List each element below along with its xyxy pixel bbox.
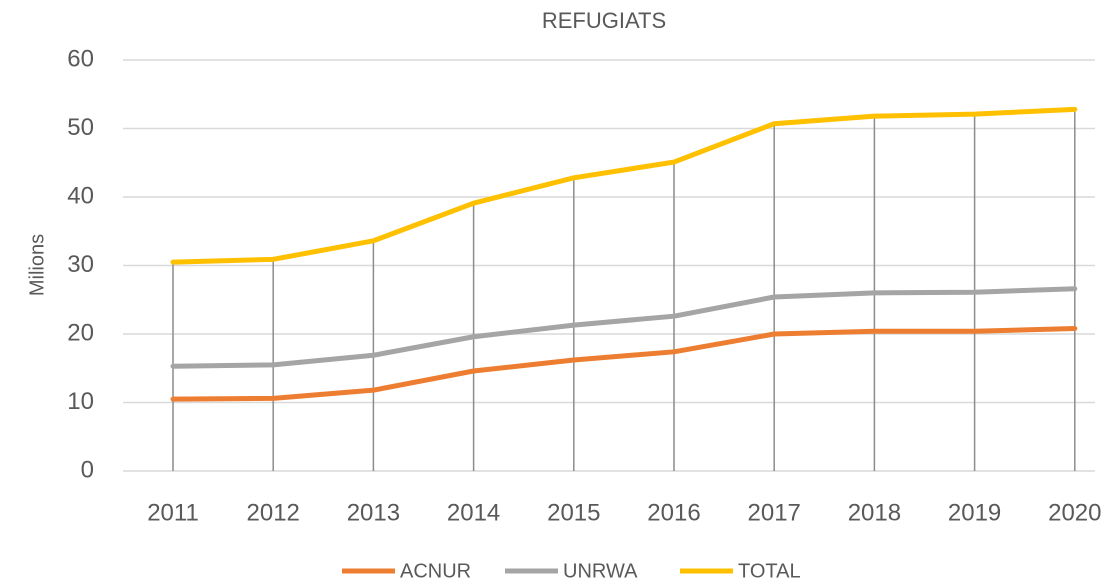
- legend-label: ACNUR: [400, 560, 471, 582]
- y-tick-label: 40: [67, 182, 94, 209]
- x-tick-label: 2012: [247, 499, 300, 526]
- series-line: [170, 326, 1078, 402]
- series-line: [170, 106, 1078, 265]
- y-tick-label: 10: [67, 388, 94, 415]
- y-axis-label: Milions: [26, 234, 48, 296]
- y-tick-label: 60: [67, 45, 94, 72]
- x-tick-label: 2016: [647, 499, 700, 526]
- x-tick-label: 2014: [447, 499, 500, 526]
- x-tick-label: 2020: [1048, 499, 1101, 526]
- x-tick-label: 2015: [547, 499, 600, 526]
- legend-label: UNRWA: [563, 560, 638, 582]
- x-tick-label: 2018: [848, 499, 901, 526]
- chart-title: REFUGIATS: [542, 8, 666, 33]
- legend-label: TOTAL: [738, 560, 801, 582]
- x-tick-label: 2011: [147, 499, 199, 526]
- y-tick-label: 20: [67, 319, 94, 346]
- y-tick-label: 50: [67, 114, 94, 141]
- x-tick-label: 2013: [347, 499, 400, 526]
- x-tick-label: 2017: [748, 499, 801, 526]
- x-tick-label: 2019: [948, 499, 1001, 526]
- y-tick-label: 30: [67, 251, 94, 278]
- y-tick-label: 0: [81, 456, 94, 483]
- series-line: [170, 286, 1078, 369]
